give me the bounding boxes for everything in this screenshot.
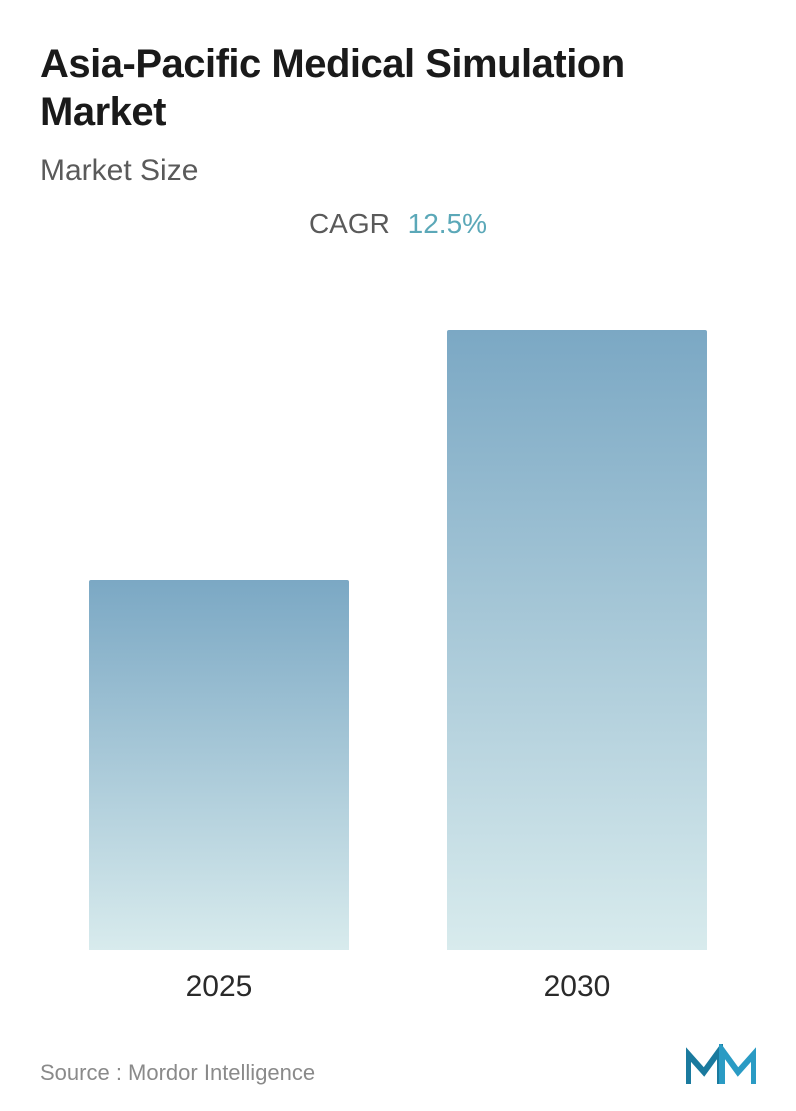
bar-group: 2025 (80, 580, 358, 1004)
mordor-logo-icon (686, 1044, 756, 1086)
bar-label: 2025 (186, 970, 253, 1004)
cagr-row: CAGR 12.5% (40, 208, 756, 240)
cagr-value: 12.5% (408, 208, 487, 239)
source-text: Source : Mordor Intelligence (40, 1060, 315, 1086)
bar (89, 580, 349, 950)
subtitle: Market Size (40, 154, 756, 188)
chart-container: Asia-Pacific Medical Simulation Market M… (0, 0, 796, 1034)
footer: Source : Mordor Intelligence (0, 1034, 796, 1111)
bar (447, 330, 707, 950)
cagr-label: CAGR (309, 208, 390, 239)
page-title: Asia-Pacific Medical Simulation Market (40, 40, 756, 136)
bar-label: 2030 (544, 970, 611, 1004)
bar-chart: 2025 2030 (40, 280, 756, 1034)
bar-group: 2030 (438, 330, 716, 1004)
